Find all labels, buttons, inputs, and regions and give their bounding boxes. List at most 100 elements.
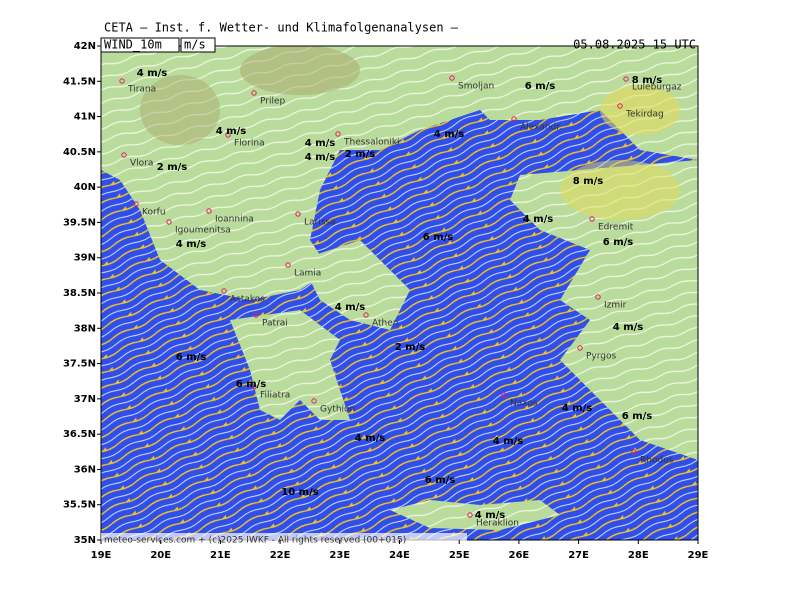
city-label: Gythion bbox=[320, 405, 355, 415]
city-label: Athen bbox=[372, 319, 398, 329]
wind-label: 4 m/s bbox=[305, 152, 336, 163]
lat-label: 40N bbox=[74, 182, 96, 193]
lon-label: 26E bbox=[509, 550, 530, 561]
city-marker bbox=[121, 152, 127, 158]
wind-label: 6 m/s bbox=[525, 81, 556, 92]
lon-label: 19E bbox=[91, 550, 112, 561]
wind-label: 2 m/s bbox=[157, 162, 188, 173]
city-marker bbox=[295, 211, 301, 217]
footer-bg bbox=[101, 533, 467, 544]
city-marker bbox=[363, 312, 369, 318]
lon-label: 25E bbox=[449, 550, 470, 561]
wind-label: 6 m/s bbox=[603, 237, 634, 248]
lon-label: 27E bbox=[568, 550, 589, 561]
wind-label: 4 m/s bbox=[562, 403, 593, 414]
lon-label: 28E bbox=[628, 550, 649, 561]
city-marker bbox=[285, 262, 291, 268]
city-label: Tirana bbox=[127, 85, 156, 95]
city-label: Tekirdag bbox=[625, 110, 664, 120]
city-label: Vlora bbox=[130, 159, 153, 169]
lat-label: 38.5N bbox=[63, 288, 96, 299]
city-marker bbox=[577, 345, 583, 351]
lat-label: 40.5N bbox=[63, 147, 96, 158]
lon-label: 21E bbox=[210, 550, 231, 561]
header-title: CETA — Inst. f. Wetter- und Klimafolgena… bbox=[104, 21, 459, 35]
wind-label: 4 m/s bbox=[613, 322, 644, 333]
lat-label: 36.5N bbox=[63, 429, 96, 440]
city-label: Thessaloniki bbox=[343, 138, 400, 148]
city-label: Igoumenitsa bbox=[175, 226, 231, 236]
city-label: Ioannina bbox=[215, 215, 254, 225]
lon-label: 22E bbox=[270, 550, 291, 561]
city-label: Alexandr. bbox=[520, 123, 562, 133]
field-box bbox=[100, 37, 180, 53]
city-marker bbox=[589, 216, 595, 222]
yellow-area bbox=[600, 85, 680, 135]
city-label: Heraklion bbox=[476, 519, 519, 529]
city-label: Astakos bbox=[230, 295, 265, 305]
city-marker bbox=[501, 392, 507, 398]
city-marker bbox=[119, 78, 125, 84]
city-marker bbox=[631, 449, 637, 455]
city-label: Pyrgos bbox=[586, 352, 617, 362]
map-area bbox=[101, 46, 698, 540]
wind-label: 2 m/s bbox=[345, 149, 376, 160]
wind-label: 4 m/s bbox=[523, 214, 554, 225]
city-label: Luleburgaz bbox=[632, 83, 682, 93]
city-marker bbox=[221, 288, 227, 294]
lat-label: 41.5N bbox=[63, 76, 96, 87]
wind-label: 8 m/s bbox=[573, 176, 604, 187]
city-label: Larissa bbox=[304, 218, 336, 228]
land-peloponnese bbox=[230, 310, 350, 420]
city-label: Patrai bbox=[262, 319, 288, 329]
city-label: Izmir bbox=[604, 301, 627, 311]
city-marker bbox=[623, 76, 629, 82]
land-anatolia bbox=[510, 160, 698, 460]
wind-label: 6 m/s bbox=[236, 379, 267, 390]
land-balkan bbox=[101, 46, 480, 300]
field-name: WIND_10m bbox=[104, 38, 162, 52]
city-label: Lamia bbox=[294, 269, 321, 279]
lat-label: 42N bbox=[74, 41, 96, 52]
city-label: Naxos bbox=[510, 399, 538, 409]
lon-label: 20E bbox=[150, 550, 171, 561]
city-marker bbox=[511, 116, 517, 122]
lon-label: 23E bbox=[329, 550, 350, 561]
field-unit: m/s bbox=[184, 38, 206, 52]
city-marker bbox=[206, 208, 212, 214]
lon-label: 24E bbox=[389, 550, 410, 561]
wind-label: 10 m/s bbox=[281, 487, 318, 498]
city-marker bbox=[166, 219, 172, 225]
wind-label: 8 m/s bbox=[632, 75, 663, 86]
lat-label: 35N bbox=[74, 535, 96, 546]
lat-label: 38N bbox=[74, 323, 96, 334]
unit-box bbox=[180, 37, 216, 53]
wind-label: 6 m/s bbox=[425, 475, 456, 486]
lat-label: 37.5N bbox=[63, 359, 96, 370]
wind-label: 4 m/s bbox=[305, 138, 336, 149]
land-crete bbox=[390, 500, 560, 530]
city-marker bbox=[595, 294, 601, 300]
wind-label: 4 m/s bbox=[475, 510, 506, 521]
lat-label: 36N bbox=[74, 464, 96, 475]
city-marker bbox=[617, 103, 623, 109]
city-label: Florina bbox=[234, 139, 265, 149]
lat-label: 39N bbox=[74, 253, 96, 264]
yellow-area bbox=[560, 160, 680, 220]
lon-label: 29E bbox=[688, 550, 709, 561]
city-label: Korfu bbox=[142, 208, 166, 218]
city-label: Smoljan bbox=[458, 82, 494, 92]
city-marker bbox=[251, 384, 257, 390]
wind-label: 6 m/s bbox=[622, 411, 653, 422]
city-marker bbox=[467, 512, 473, 518]
brown-area bbox=[240, 46, 360, 95]
lat-label: 35.5N bbox=[63, 500, 96, 511]
lat-label: 37N bbox=[74, 394, 96, 405]
wind-label: 6 m/s bbox=[423, 232, 454, 243]
city-label: Prilep bbox=[260, 97, 286, 107]
city-marker bbox=[449, 75, 455, 81]
wind-label: 4 m/s bbox=[216, 126, 247, 137]
wind-label: 4 m/s bbox=[137, 68, 168, 79]
wind-label: 4 m/s bbox=[493, 436, 524, 447]
